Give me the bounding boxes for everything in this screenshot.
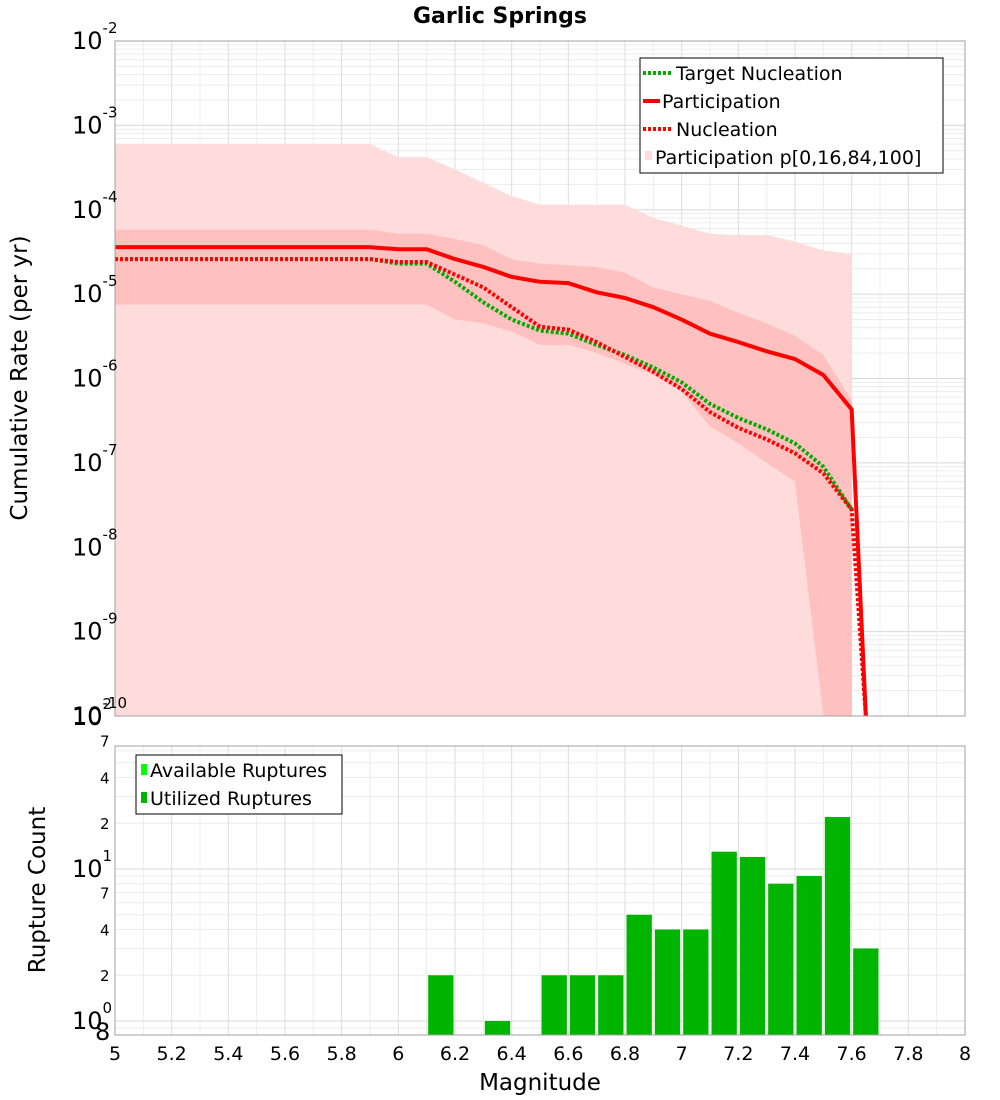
legend-available-ruptures-swatch	[141, 764, 147, 775]
y-tick-label: 10-9	[72, 610, 118, 646]
y-minor-label: 4	[100, 769, 110, 787]
legend-participation-range-swatch	[645, 151, 652, 160]
x-tick-label: 8	[959, 1043, 971, 1065]
legend-available-ruptures-label: Available Ruptures	[150, 760, 327, 782]
x-tick-label: 6.4	[497, 1043, 527, 1065]
rupture-bar	[824, 816, 851, 1035]
y-minor-label: 7	[100, 885, 110, 903]
x-tick-label: 5.4	[213, 1043, 243, 1065]
rupture-bar	[683, 929, 709, 1035]
x-tick-label: 6.8	[610, 1043, 640, 1065]
legend-utilized-ruptures-swatch	[141, 792, 147, 803]
rupture-plot-legend: Available Ruptures Utilized Ruptures	[135, 754, 343, 815]
x-tick-label: 6	[392, 1043, 404, 1065]
x-tick-label: 5	[109, 1043, 121, 1065]
rate-plot-frame	[114, 40, 966, 717]
y-minor-label: 2	[100, 815, 110, 833]
x-tick-label: 5.6	[270, 1043, 300, 1065]
x-tick-label: 5.8	[327, 1043, 357, 1065]
rate-plot-lines	[115, 245, 868, 717]
y-decade-label: 102	[72, 695, 112, 731]
x-tick-label: 7.6	[837, 1043, 867, 1065]
rupture-bar	[796, 875, 822, 1035]
legend-nucleation-label: Nucleation	[676, 119, 778, 141]
rupture-plot-bars	[428, 816, 879, 1035]
rupture-bar	[768, 883, 794, 1035]
x-tick-label: 6.6	[553, 1043, 583, 1065]
x-tick-label: 7	[676, 1043, 688, 1065]
legend-utilized-ruptures-label: Utilized Ruptures	[150, 788, 312, 810]
rupture-plot-y-axis-label: Rupture Count	[25, 807, 51, 973]
x-tick-label: 7.4	[780, 1043, 810, 1065]
y-minor-label: 7	[100, 733, 110, 751]
legend-target-nucleation-label: Target Nucleation	[675, 63, 843, 85]
rupture-bar	[484, 1021, 511, 1035]
rupture-bar	[626, 914, 652, 1035]
band-p16-84	[115, 229, 852, 717]
y-minor-label: 4	[100, 921, 110, 939]
legend-participation-label: Participation	[662, 91, 781, 113]
legend-participation-range-label: Participation p[0,16,84,100]	[655, 147, 921, 169]
x-axis-label: Magnitude	[479, 1070, 601, 1096]
rate-plot-legend-box	[639, 57, 944, 174]
rate-plot-legend: Target Nucleation Participation Nucleati…	[639, 57, 944, 174]
y-tick-label: 10-6	[72, 357, 118, 393]
rupture-bar	[541, 975, 567, 1035]
y-decade-label: 101	[72, 847, 112, 883]
y-tick-label: 10-4	[72, 188, 118, 224]
y-minor-label: 8	[95, 1018, 110, 1046]
rupture-plot-frame	[114, 745, 966, 1036]
y-tick-label: 10-8	[72, 525, 118, 561]
rupture-bar	[711, 851, 737, 1035]
x-tick-label: 6.2	[440, 1043, 470, 1065]
y-tick-label: 10-7	[72, 441, 118, 477]
rupture-bar	[654, 929, 681, 1035]
rupture-bar	[428, 975, 454, 1035]
x-tick-label: 5.2	[157, 1043, 187, 1065]
chart-title: Garlic Springs	[413, 4, 587, 29]
y-tick-label: 10-5	[72, 272, 118, 308]
x-tick-label: 7.2	[723, 1043, 753, 1065]
rate-plot-bands	[115, 144, 852, 717]
series-participation	[115, 245, 868, 717]
rupture-plot-x-ticks: 5 5.2 5.4 5.6 5.8 6 6.2 6.4 6.6 6.8 7 7.2 7.4 7.6 7.8 8	[109, 1043, 971, 1065]
x-tick-label: 7.8	[893, 1043, 923, 1065]
rupture-bar	[739, 856, 766, 1035]
rupture-bar	[853, 948, 879, 1035]
y-minor-label: 2	[100, 967, 110, 985]
series-nucleation	[115, 257, 868, 717]
rupture-plot-legend-box	[135, 754, 343, 815]
y-tick-label: 10-2	[72, 19, 118, 55]
rate-plot-y-axis-label: Cumulative Rate (per yr)	[7, 235, 33, 520]
rupture-bar	[569, 975, 596, 1035]
y-tick-label: 10-3	[72, 103, 118, 139]
rupture-bar	[598, 975, 624, 1035]
